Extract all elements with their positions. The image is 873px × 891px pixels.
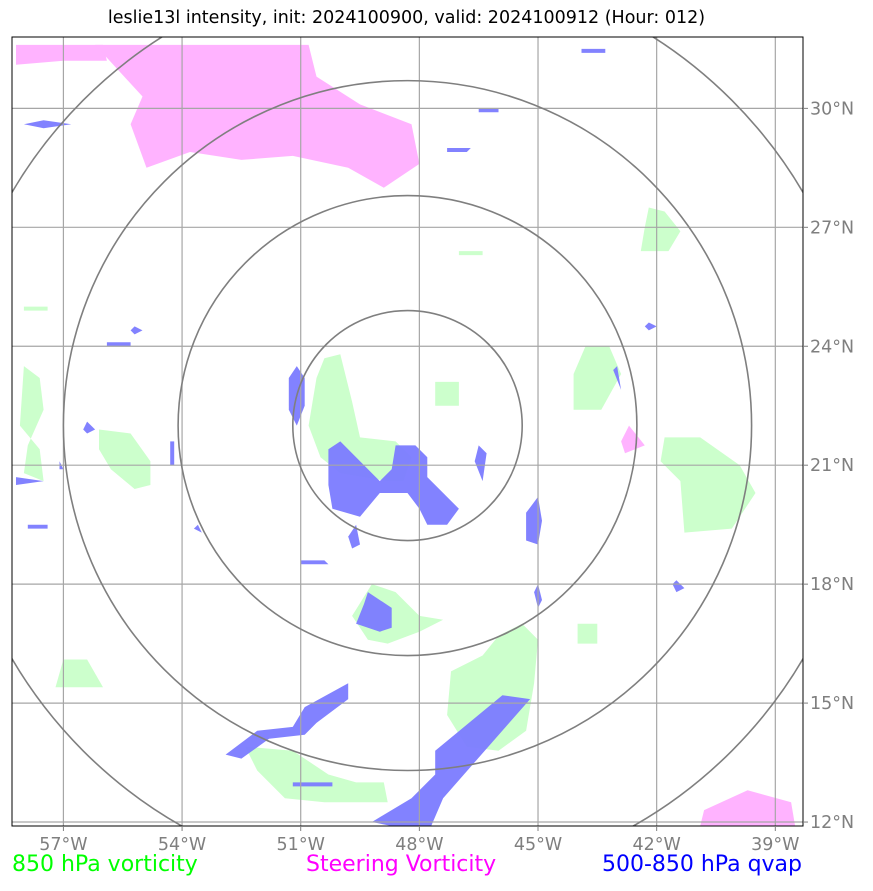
850-hpa-vorticity-area-4 — [99, 429, 151, 489]
850-hpa-vorticity-area-12 — [23, 306, 48, 311]
y-tick-label: 24°N — [810, 337, 854, 357]
500-850-hpa-qvap-area-4 — [348, 524, 360, 549]
500-850-hpa-qvap-area-24 — [130, 326, 143, 335]
legend-steering-vorticity: Steering Vorticity — [306, 852, 497, 877]
plot-frame — [11, 36, 804, 827]
y-axis-ticks: 12°N 15°N 18°N 21°N 24°N 27°N 30°N — [803, 99, 854, 833]
500-850-hpa-qvap-area-9 — [371, 695, 531, 826]
500-850-hpa-qvap-area-20 — [193, 524, 202, 533]
x-tick-label: 39°W — [751, 835, 799, 855]
y-tick-label: 30°N — [810, 99, 854, 119]
850-hpa-vorticity-area-13 — [435, 381, 459, 406]
500-850-hpa-qvap-area-0 — [328, 441, 459, 525]
500-850-hpa-qvap-area-17 — [83, 421, 96, 434]
500-850-hpa-qvap-area-2 — [474, 445, 487, 482]
850-hpa-vorticity-area-2 — [660, 437, 756, 533]
850-hpa-vorticity-area-11 — [458, 251, 483, 256]
chart-title: leslie13l intensity, init: 2024100900, v… — [107, 8, 706, 28]
x-tick-label: 57°W — [39, 835, 87, 855]
range-ring — [292, 309, 523, 542]
500-850-hpa-qvap-area-13 — [447, 148, 471, 152]
500-850-hpa-qvap-area-16 — [27, 524, 48, 529]
gridlines — [12, 37, 803, 826]
500-850-hpa-qvap-area-19 — [170, 441, 175, 466]
field-layers — [16, 44, 796, 826]
steering-vorticity-area-2 — [621, 425, 645, 454]
500-850-hpa-qvap-area-23 — [672, 580, 685, 593]
y-tick-label: 12°N — [810, 813, 854, 833]
500-850-hpa-qvap-area-22 — [613, 366, 622, 390]
850-hpa-vorticity-area-7 — [577, 623, 598, 644]
y-tick-label: 18°N — [810, 575, 854, 595]
range-ring — [62, 79, 753, 772]
850-hpa-vorticity-area-1 — [573, 346, 622, 410]
y-tick-label: 15°N — [810, 694, 854, 714]
850-hpa-vorticity-area-8 — [447, 623, 538, 751]
500-850-hpa-qvap-area-21 — [644, 322, 657, 331]
x-tick-label: 51°W — [277, 835, 325, 855]
x-axis-ticks: 57°W 54°W 51°W 48°W 45°W 42°W 39°W — [39, 826, 799, 855]
850-hpa-vorticity-area-9 — [245, 746, 388, 803]
500-850-hpa-qvap-area-12 — [23, 120, 72, 129]
850-hpa-vorticity-area-5 — [19, 366, 44, 482]
500-850-hpa-qvap-area-3 — [526, 496, 542, 545]
500-850-hpa-qvap-area-15 — [16, 477, 44, 485]
steering-vorticity-area-0 — [16, 44, 107, 65]
500-850-hpa-qvap-area-11 — [581, 48, 606, 53]
500-850-hpa-qvap-area-10 — [292, 782, 333, 787]
x-tick-label: 54°W — [158, 835, 206, 855]
500-850-hpa-qvap-area-14 — [478, 108, 499, 113]
y-tick-label: 27°N — [810, 218, 854, 238]
y-tick-label: 21°N — [810, 456, 854, 476]
legend-850hpa-vorticity: 850 hPa vorticity — [12, 852, 198, 877]
x-tick-label: 48°W — [395, 835, 443, 855]
steering-vorticity-area-1 — [95, 44, 420, 188]
850-hpa-vorticity-area-3 — [640, 207, 681, 252]
x-tick-label: 42°W — [633, 835, 681, 855]
500-850-hpa-qvap-area-6 — [300, 560, 329, 565]
850-hpa-vorticity-area-10 — [55, 659, 103, 688]
x-tick-label: 45°W — [514, 835, 562, 855]
500-850-hpa-qvap-area-5 — [356, 592, 392, 632]
range-ring — [177, 194, 638, 657]
500-850-hpa-qvap-area-8 — [225, 683, 349, 759]
steering-vorticity-area-3 — [700, 790, 796, 826]
legend-qvap: 500-850 hPa qvap — [601, 852, 802, 877]
500-850-hpa-qvap-area-25 — [106, 342, 131, 347]
